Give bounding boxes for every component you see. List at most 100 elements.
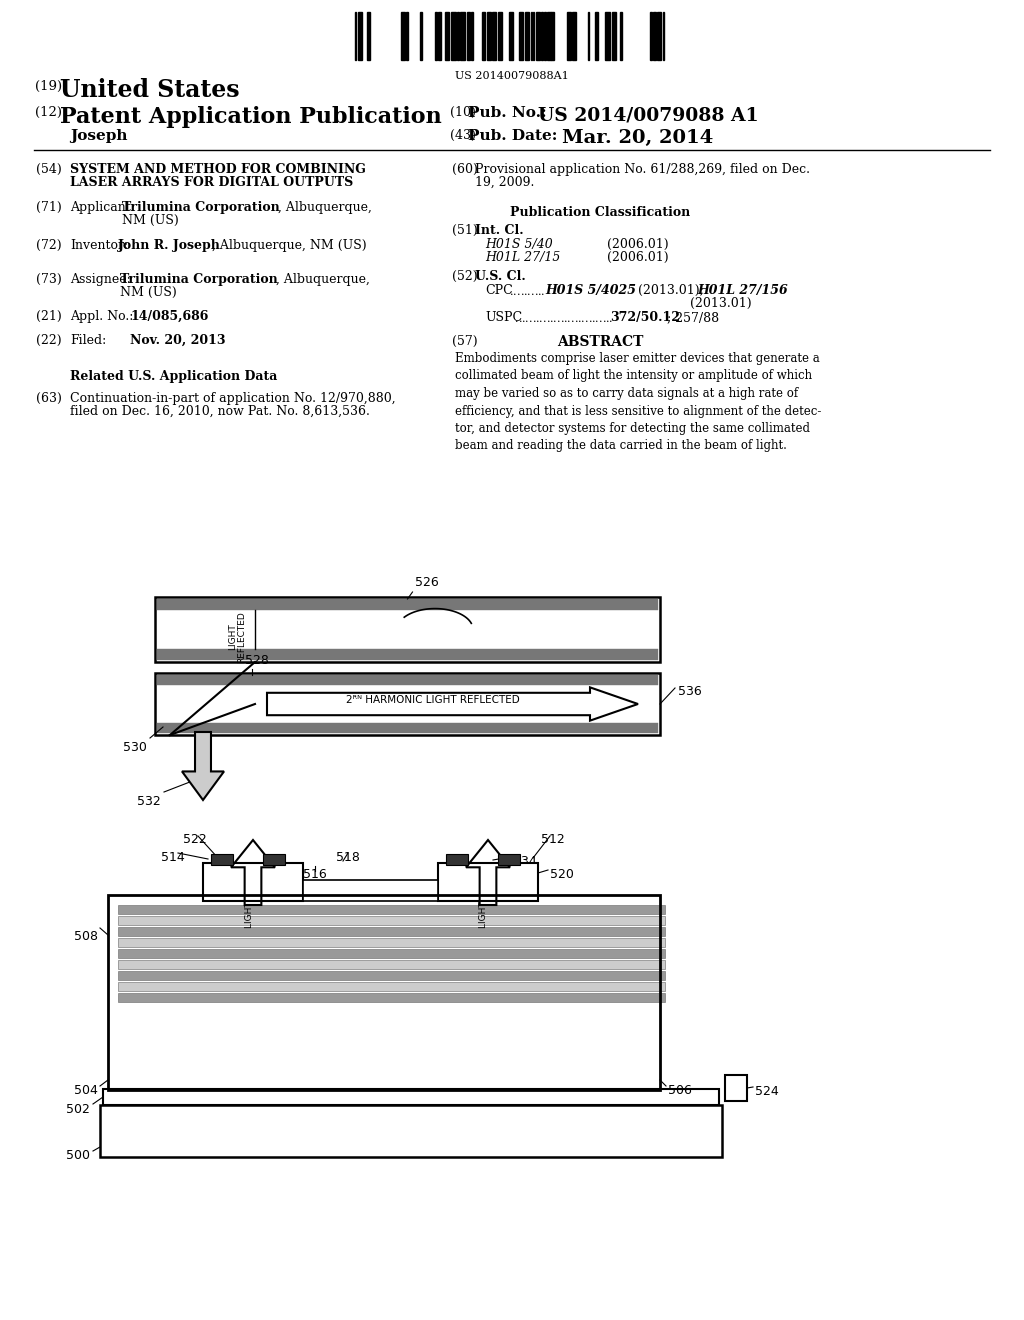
Text: , Albuquerque,: , Albuquerque,: [276, 273, 370, 286]
Text: Applicant:: Applicant:: [70, 201, 135, 214]
Text: .: .: [522, 314, 525, 323]
Bar: [588, 12, 589, 59]
Bar: [118, 949, 665, 958]
Text: .: .: [543, 314, 547, 323]
Bar: [211, 854, 233, 865]
Text: NM (US): NM (US): [120, 286, 177, 300]
Text: (2013.01);: (2013.01);: [634, 284, 703, 297]
Text: (57): (57): [452, 335, 477, 348]
Text: 532: 532: [137, 795, 161, 808]
Text: 508: 508: [74, 931, 98, 942]
Bar: [155, 673, 660, 735]
Bar: [118, 916, 665, 925]
Text: Provisional application No. 61/288,269, filed on Dec.: Provisional application No. 61/288,269, …: [475, 162, 810, 176]
Text: (73): (73): [36, 273, 61, 286]
Text: LIGHT OUT: LIGHT OUT: [479, 879, 488, 928]
Text: 534: 534: [513, 855, 537, 869]
Text: Mar. 20, 2014: Mar. 20, 2014: [562, 129, 714, 147]
Text: 524: 524: [755, 1085, 778, 1098]
Text: ABSTRACT: ABSTRACT: [557, 335, 643, 348]
Bar: [100, 1105, 722, 1158]
Bar: [537, 12, 541, 59]
Text: .: .: [602, 314, 606, 323]
Bar: [460, 12, 465, 59]
Text: LASER ARRAYS FOR DIGITAL OUTPUTS: LASER ARRAYS FOR DIGITAL OUTPUTS: [70, 176, 353, 189]
Bar: [157, 675, 658, 685]
Text: 372/50.12: 372/50.12: [610, 312, 680, 323]
Bar: [498, 854, 520, 865]
Bar: [544, 12, 546, 59]
Bar: [368, 12, 371, 59]
Text: (51): (51): [452, 224, 478, 238]
Text: H01S 5/4025: H01S 5/4025: [545, 284, 636, 297]
Text: .: .: [596, 314, 599, 323]
Text: .: .: [554, 314, 557, 323]
Text: 518: 518: [336, 851, 360, 865]
Text: .: .: [524, 286, 527, 297]
Text: Trilumina Corporation: Trilumina Corporation: [122, 201, 280, 214]
Text: 516: 516: [303, 869, 327, 880]
Text: (12): (12): [35, 106, 62, 119]
Bar: [203, 863, 303, 902]
Text: .: .: [574, 314, 578, 323]
Bar: [486, 12, 490, 59]
Text: .: .: [527, 286, 531, 297]
Text: (54): (54): [36, 162, 61, 176]
Text: 506: 506: [668, 1084, 692, 1097]
Text: LIGHT
REFLECTED: LIGHT REFLECTED: [227, 611, 247, 663]
Text: .: .: [592, 314, 596, 323]
Text: 522: 522: [183, 833, 207, 846]
Text: .: .: [560, 314, 564, 323]
Text: .: .: [538, 286, 542, 297]
Bar: [407, 12, 409, 59]
Text: .: .: [547, 314, 550, 323]
Bar: [118, 927, 665, 936]
Bar: [611, 12, 616, 59]
Text: 514: 514: [161, 851, 185, 865]
Text: 500: 500: [66, 1148, 90, 1162]
Bar: [547, 12, 551, 59]
Bar: [663, 12, 664, 59]
Bar: [499, 12, 503, 59]
Text: .: .: [515, 314, 518, 323]
Text: H01S 5/40: H01S 5/40: [485, 238, 553, 251]
Text: U.S. Cl.: U.S. Cl.: [475, 271, 525, 282]
Bar: [155, 597, 660, 663]
Text: .: .: [510, 286, 513, 297]
Bar: [357, 12, 361, 59]
Bar: [157, 723, 658, 733]
Text: CPC: CPC: [485, 284, 513, 297]
Text: SYSTEM AND METHOD FOR COMBINING: SYSTEM AND METHOD FOR COMBINING: [70, 162, 366, 176]
Bar: [567, 12, 571, 59]
Text: 19, 2009.: 19, 2009.: [475, 176, 535, 189]
Bar: [551, 12, 554, 59]
Bar: [653, 12, 656, 59]
Text: .: .: [532, 314, 536, 323]
Text: Appl. No.:: Appl. No.:: [70, 310, 133, 323]
Text: .: .: [609, 314, 613, 323]
Text: .: .: [571, 314, 574, 323]
Text: 504: 504: [74, 1084, 98, 1097]
Bar: [621, 12, 622, 59]
Bar: [303, 880, 438, 902]
Bar: [445, 12, 450, 59]
Text: (60): (60): [452, 162, 478, 176]
Text: 502: 502: [67, 1104, 90, 1115]
Bar: [157, 599, 658, 610]
Text: 512: 512: [541, 833, 565, 846]
Text: (22): (22): [36, 334, 61, 347]
Text: .: .: [578, 314, 582, 323]
Text: .: .: [536, 314, 540, 323]
Text: H01L 27/15: H01L 27/15: [485, 251, 560, 264]
Bar: [471, 12, 473, 59]
Text: Pub. No.:: Pub. No.:: [468, 106, 547, 120]
Text: Joseph: Joseph: [70, 129, 128, 143]
Text: Trilumina Corporation: Trilumina Corporation: [120, 273, 278, 286]
Bar: [103, 1089, 719, 1105]
Bar: [572, 12, 575, 59]
Text: Inventor:: Inventor:: [70, 239, 128, 252]
Text: Publication Classification: Publication Classification: [510, 206, 690, 219]
Text: Filed:: Filed:: [70, 334, 106, 347]
Bar: [263, 854, 285, 865]
Bar: [525, 12, 528, 59]
